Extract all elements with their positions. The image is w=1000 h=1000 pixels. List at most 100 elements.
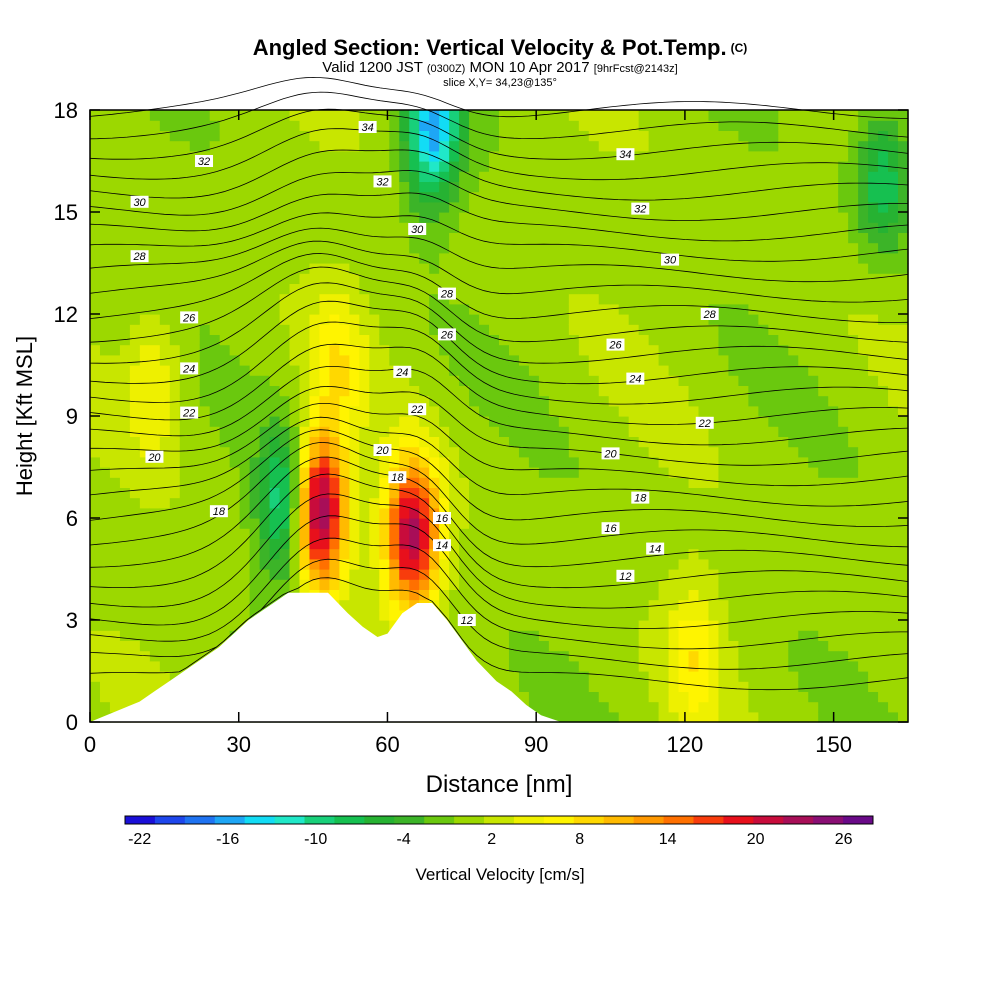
- velocity-cell: [548, 436, 560, 448]
- velocity-cell: [808, 620, 819, 631]
- velocity-cell: [469, 446, 480, 458]
- velocity-cell: [419, 171, 430, 182]
- velocity-cell: [199, 640, 211, 652]
- velocity-cell: [359, 569, 370, 580]
- velocity-cell: [249, 589, 261, 601]
- velocity-cell: [449, 375, 460, 386]
- velocity-cell: [489, 671, 500, 682]
- velocity-cell: [449, 456, 460, 468]
- velocity-cell: [389, 436, 400, 448]
- velocity-cell: [548, 212, 560, 223]
- velocity-cell: [159, 497, 171, 509]
- velocity-cell: [798, 416, 809, 427]
- velocity-cell: [748, 212, 759, 223]
- velocity-cell: [838, 436, 849, 448]
- velocity-cell: [179, 436, 191, 448]
- velocity-cell: [728, 140, 740, 152]
- velocity-cell: [628, 426, 640, 437]
- velocity-cell: [728, 446, 740, 458]
- velocity-cell: [139, 456, 151, 468]
- velocity-cell: [628, 222, 640, 233]
- velocity-cell: [728, 344, 740, 356]
- velocity-cell: [518, 691, 530, 703]
- velocity-cell: [608, 487, 620, 499]
- velocity-cell: [728, 548, 740, 560]
- velocity-cell: [239, 395, 251, 407]
- velocity-cell: [898, 273, 909, 284]
- velocity-cell: [658, 385, 670, 397]
- velocity-cell: [598, 671, 610, 682]
- velocity-cell: [319, 497, 331, 509]
- velocity-cell: [429, 334, 440, 346]
- velocity-cell: [708, 283, 720, 295]
- velocity-cell: [329, 191, 340, 203]
- velocity-cell: [109, 701, 121, 713]
- velocity-cell: [139, 395, 151, 407]
- velocity-cell: [129, 548, 141, 560]
- velocity-cell: [668, 201, 680, 213]
- velocity-cell: [548, 518, 560, 529]
- velocity-cell: [808, 252, 819, 264]
- velocity-cell: [538, 161, 550, 172]
- velocity-cell: [249, 263, 261, 274]
- velocity-cell: [688, 314, 700, 325]
- velocity-cell: [798, 201, 809, 213]
- velocity-cell: [159, 324, 171, 335]
- velocity-cell: [738, 436, 749, 448]
- velocity-cell: [139, 691, 151, 703]
- velocity-cell: [329, 569, 340, 580]
- velocity-cell: [738, 191, 749, 203]
- velocity-cell: [778, 161, 789, 172]
- velocity-cell: [538, 181, 550, 193]
- velocity-cell: [309, 558, 321, 570]
- velocity-cell: [508, 589, 520, 601]
- velocity-cell: [399, 436, 410, 448]
- velocity-cell: [788, 660, 799, 672]
- velocity-cell: [329, 150, 340, 162]
- velocity-cell: [169, 426, 181, 437]
- velocity-cell: [838, 650, 849, 662]
- velocity-cell: [688, 283, 700, 295]
- velocity-cell: [209, 273, 221, 284]
- velocity-cell: [309, 354, 321, 366]
- velocity-cell: [648, 140, 660, 152]
- velocity-cell: [638, 273, 650, 284]
- velocity-cell: [858, 110, 869, 121]
- velocity-cell: [548, 375, 560, 386]
- velocity-cell: [449, 242, 460, 254]
- velocity-cell: [169, 171, 181, 182]
- velocity-cell: [808, 548, 819, 560]
- velocity-cell: [179, 416, 191, 427]
- velocity-cell: [598, 293, 610, 305]
- velocity-cell: [638, 416, 650, 427]
- velocity-cell: [618, 630, 630, 641]
- velocity-cell: [858, 375, 869, 386]
- velocity-cell: [648, 426, 660, 437]
- velocity-cell: [99, 548, 111, 560]
- velocity-cell: [189, 222, 201, 233]
- velocity-cell: [349, 354, 360, 366]
- velocity-cell: [648, 589, 660, 601]
- velocity-cell: [199, 599, 211, 611]
- velocity-cell: [668, 120, 680, 131]
- velocity-cell: [628, 456, 640, 468]
- velocity-cell: [279, 385, 291, 397]
- velocity-cell: [239, 467, 251, 478]
- velocity-cell: [479, 365, 490, 376]
- velocity-cell: [888, 477, 899, 488]
- velocity-cell: [90, 212, 101, 223]
- velocity-cell: [748, 497, 759, 509]
- velocity-cell: [858, 711, 869, 723]
- velocity-cell: [638, 354, 650, 366]
- isentrope-line: [89, 493, 909, 609]
- velocity-cell: [788, 334, 799, 346]
- velocity-cell: [279, 232, 291, 244]
- velocity-cell: [289, 487, 301, 499]
- velocity-cell: [499, 558, 510, 570]
- velocity-cell: [738, 681, 749, 692]
- velocity-cell: [169, 487, 181, 499]
- velocity-cell: [369, 263, 380, 274]
- velocity-cell: [119, 120, 131, 131]
- velocity-cell: [658, 222, 670, 233]
- velocity-cell: [399, 303, 410, 315]
